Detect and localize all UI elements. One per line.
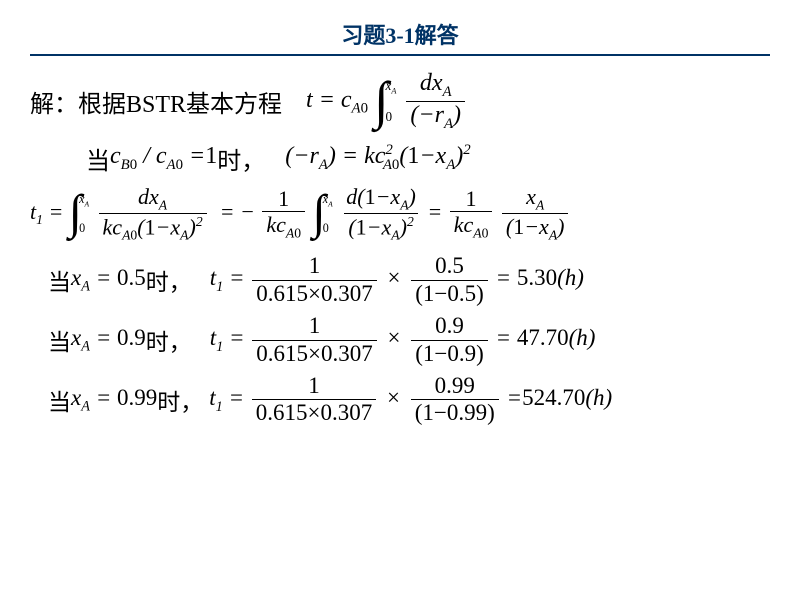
case-xa-1: xA = 0.9 <box>71 325 146 356</box>
case-prefix-2: 当 <box>48 383 71 417</box>
case-suffix-1: 时， <box>146 323 192 357</box>
case-0-99: 当 xA = 0.99 时， t1 = 1 0.615×0.307 × 0.99… <box>48 373 770 427</box>
ratio-cond: cB0 / cA0 =1 <box>110 143 217 174</box>
case-eq-0: t1 = 1 0.615×0.307 × 0.5 (1−0.5) = 5.30(… <box>210 253 584 307</box>
case-eq-1: t1 = 1 0.615×0.307 × 0.9 (1−0.9) = 47.70… <box>210 313 596 367</box>
eq-t: t = cA0 ∫ xA0 dxA (−rA) <box>306 70 467 133</box>
page-title: 习题3-1解答 <box>30 18 770 50</box>
row-ratio: 当 cB0 / cA0 =1 时， (−rA) = kc2A0(1−xA)2 <box>86 141 770 176</box>
row-bstr: 解：根据BSTR基本方程 t = cA0 ∫ xA0 dxA (−rA) <box>30 70 770 133</box>
when-1: 当 <box>86 141 110 176</box>
case-prefix-0: 当 <box>48 263 71 297</box>
title-rule <box>30 54 770 56</box>
case-prefix-1: 当 <box>48 323 71 357</box>
case-0-5: 当 xA = 0.5 时， t1 = 1 0.615×0.307 × 0.5 (… <box>48 253 770 307</box>
case-xa-2: xA = 0.99 <box>71 385 157 416</box>
case-suffix-0: 时， <box>146 263 192 297</box>
when-1-suffix: 时， <box>217 141 265 176</box>
case-eq-2: t1 = 1 0.615×0.307 × 0.99 (1−0.99) =524.… <box>209 373 612 427</box>
derivation: t1 = ∫ xA0 dxA kcA0(1−xA)2 = − 1 kcA0 ∫ … <box>30 184 570 243</box>
case-0-9: 当 xA = 0.9 时， t1 = 1 0.615×0.307 × 0.9 (… <box>48 313 770 367</box>
row-derivation: t1 = ∫ xA0 dxA kcA0(1−xA)2 = − 1 kcA0 ∫ … <box>30 184 770 243</box>
case-suffix-2: 时， <box>157 383 203 417</box>
bstr-label: 解：根据BSTR基本方程 <box>30 84 282 119</box>
eq-ra: (−rA) = kc2A0(1−xA)2 <box>285 142 470 174</box>
case-xa-0: xA = 0.5 <box>71 265 146 296</box>
slide: 习题3-1解答 解：根据BSTR基本方程 t = cA0 ∫ xA0 dxA (… <box>0 0 800 600</box>
